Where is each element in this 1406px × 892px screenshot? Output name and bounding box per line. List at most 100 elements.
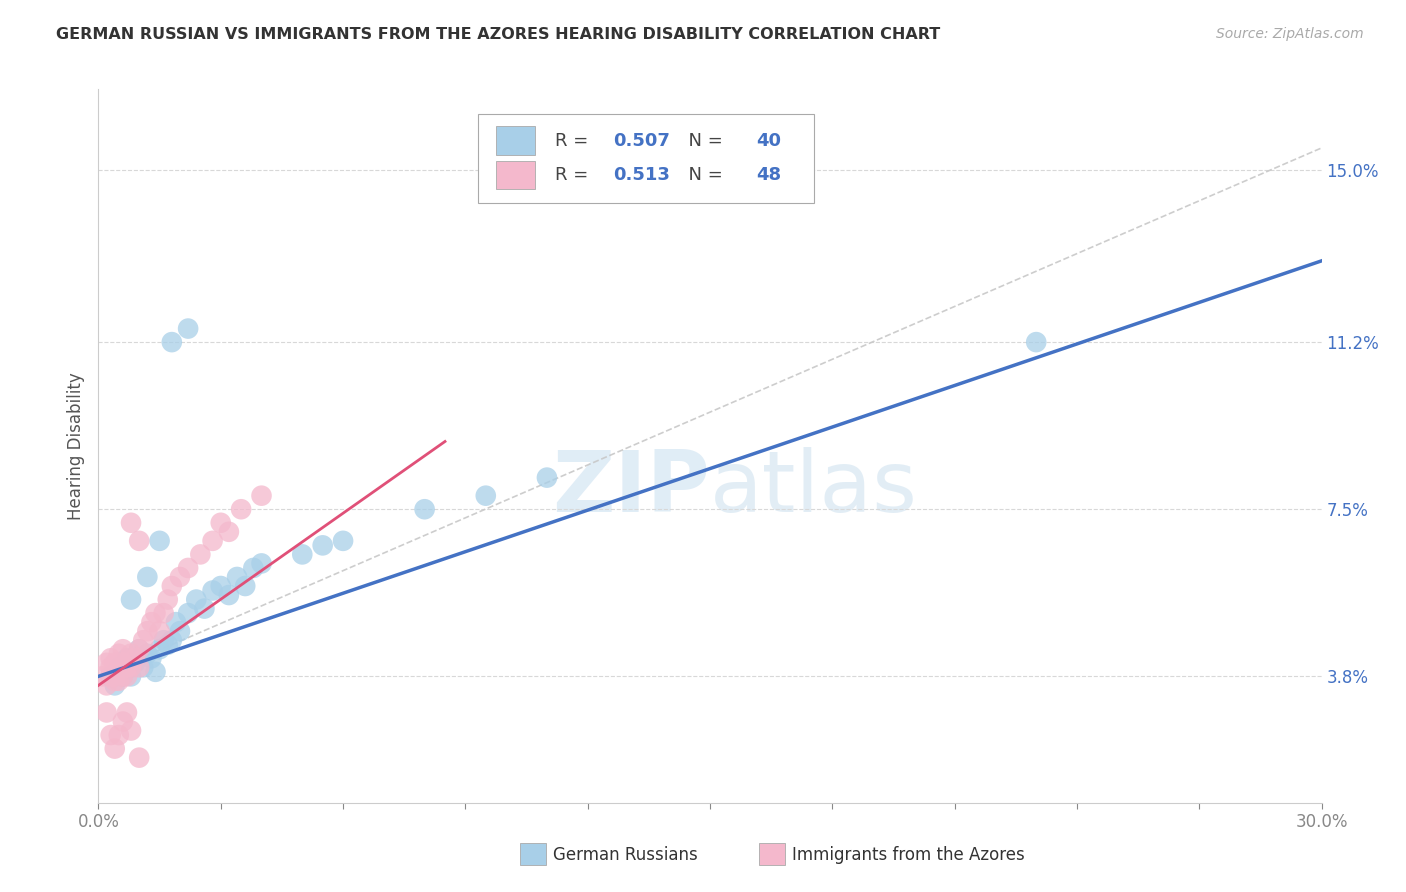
Point (128, 660, 150, 674)
Point (231, 502, 253, 516)
Point (136, 570, 159, 584)
Point (177, 321, 200, 335)
Text: 40: 40 (756, 132, 782, 150)
Point (177, 561, 200, 575)
Point (149, 533, 172, 548)
Text: Immigrants from the Azores: Immigrants from the Azores (792, 846, 1025, 863)
Text: 48: 48 (756, 166, 782, 184)
Y-axis label: Hearing Disability: Hearing Disability (66, 372, 84, 520)
Point (104, 741, 127, 756)
Point (145, 606, 167, 620)
Text: 0.513: 0.513 (613, 166, 671, 184)
Point (169, 624, 191, 639)
Point (91, 669, 114, 683)
Point (128, 642, 150, 657)
Point (132, 660, 155, 674)
Point (209, 516, 232, 530)
Text: ZIP: ZIP (553, 447, 710, 531)
Point (209, 579, 232, 593)
Point (193, 601, 215, 615)
Point (160, 633, 183, 648)
FancyBboxPatch shape (478, 114, 814, 203)
Point (100, 651, 122, 665)
Point (165, 615, 187, 629)
Point (474, 489, 498, 503)
Text: 0.507: 0.507 (613, 132, 671, 150)
Text: German Russians: German Russians (553, 846, 697, 863)
Point (124, 656, 146, 670)
Point (111, 669, 134, 683)
Point (177, 606, 200, 620)
Point (100, 669, 122, 683)
Point (152, 633, 174, 648)
Point (141, 615, 163, 629)
Point (115, 706, 138, 720)
Point (104, 669, 127, 683)
Point (108, 660, 131, 674)
Point (242, 561, 264, 575)
Point (111, 656, 134, 670)
FancyBboxPatch shape (496, 161, 536, 189)
Point (128, 642, 150, 657)
Point (536, 470, 558, 484)
Point (156, 638, 179, 652)
Point (160, 579, 183, 593)
Point (115, 651, 138, 665)
Point (169, 570, 191, 584)
Point (128, 533, 150, 548)
Point (312, 538, 335, 552)
Text: N =: N = (678, 132, 728, 150)
FancyBboxPatch shape (496, 127, 536, 155)
Point (149, 624, 172, 639)
Point (96, 706, 118, 720)
Point (104, 656, 127, 670)
Point (332, 533, 354, 548)
Point (120, 516, 142, 530)
Point (108, 660, 131, 674)
Point (108, 728, 131, 742)
Point (120, 647, 142, 661)
Point (250, 489, 273, 503)
Point (188, 548, 212, 562)
Point (156, 592, 179, 607)
Point (120, 660, 142, 674)
Text: R =: R = (555, 132, 593, 150)
Point (104, 673, 127, 688)
Point (115, 669, 138, 683)
Point (250, 557, 273, 571)
Point (108, 673, 131, 688)
Point (218, 524, 240, 539)
Point (201, 533, 224, 548)
Point (96, 656, 118, 670)
Text: GERMAN RUSSIAN VS IMMIGRANTS FROM THE AZORES HEARING DISABILITY CORRELATION CHAR: GERMAN RUSSIAN VS IMMIGRANTS FROM THE AZ… (56, 27, 941, 42)
Point (145, 665, 167, 679)
Point (111, 642, 134, 657)
Point (186, 592, 208, 607)
Text: R =: R = (555, 166, 593, 184)
Point (141, 651, 163, 665)
Point (1025, 335, 1047, 350)
Point (100, 669, 122, 683)
Point (132, 633, 155, 648)
Point (111, 714, 134, 729)
Text: Source: ZipAtlas.com: Source: ZipAtlas.com (1216, 27, 1364, 41)
Point (104, 678, 127, 692)
Point (201, 583, 224, 598)
Point (108, 647, 131, 661)
Point (120, 723, 142, 738)
Point (120, 669, 142, 683)
Text: N =: N = (678, 166, 728, 184)
Point (149, 642, 172, 657)
Point (128, 750, 150, 764)
Point (111, 669, 134, 683)
Point (218, 588, 240, 602)
Text: atlas: atlas (710, 447, 918, 531)
Point (100, 660, 122, 674)
Point (160, 335, 183, 350)
Point (96, 678, 118, 692)
Point (124, 651, 146, 665)
Point (413, 502, 436, 516)
Point (233, 579, 256, 593)
Point (100, 728, 122, 742)
Point (136, 624, 159, 639)
